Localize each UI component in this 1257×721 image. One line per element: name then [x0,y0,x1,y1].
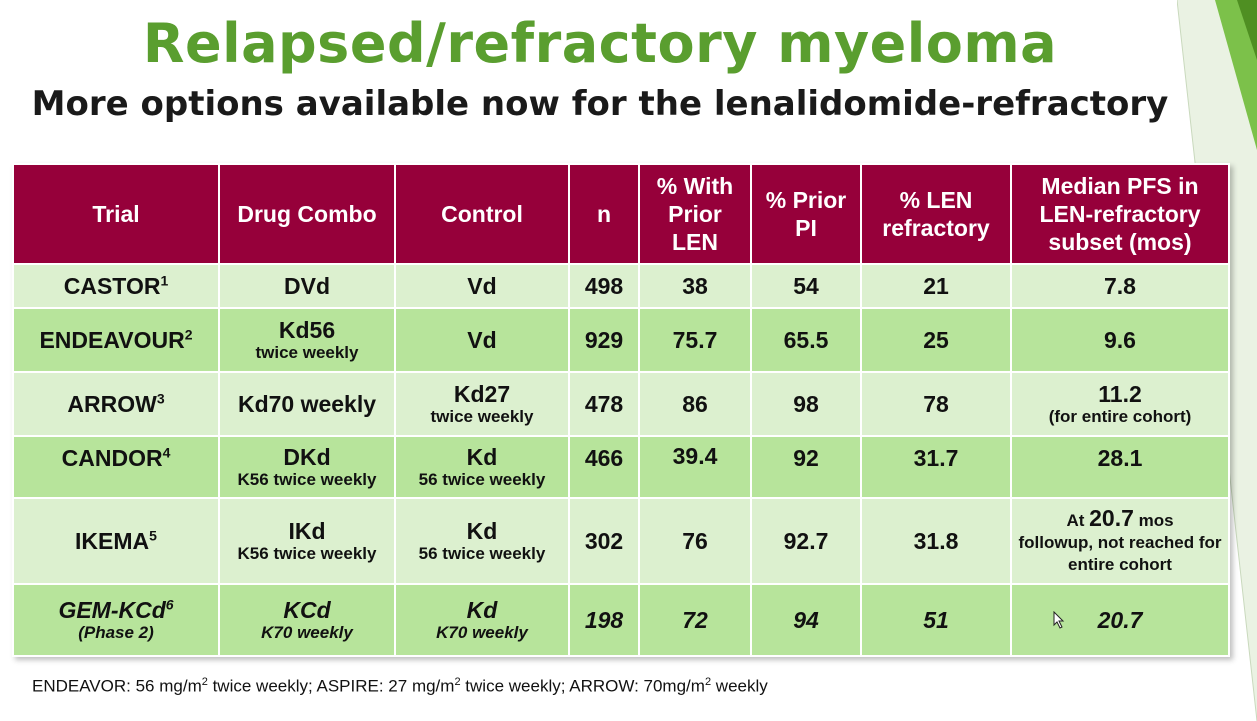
n-cell: 498 [568,263,640,309]
prior-pi-cell: 65.5 [750,307,862,373]
prior-len-cell: 39.4 [638,435,752,499]
table-row: CASTOR1 DVd Vd 498 38 54 21 7.8 [12,263,1230,309]
pfs-cell: 11.2 (for entire cohort) [1010,371,1230,437]
prior-len-cell: 76 [638,497,752,585]
pfs-cell: 20.7 [1010,583,1230,657]
table-row: GEM-KCd6 (Phase 2) KCd K70 weekly Kd K70 we… [12,583,1230,657]
control-cell: Vd [394,263,570,309]
n-cell: 198 [568,583,640,657]
control-cell: Kd27 twice weekly [394,371,570,437]
len-refractory-cell: 78 [860,371,1012,437]
slide-title: Relapsed/refractory myeloma [142,12,1058,75]
len-refractory-cell: 25 [860,307,1012,373]
combo-cell: Kd70 weekly [218,371,396,437]
len-refractory-cell: 21 [860,263,1012,309]
control-cell: Kd 56 twice weekly [394,497,570,585]
combo-cell: IKd K56 twice weekly [218,497,396,585]
combo-cell: KCd K70 weekly [218,583,396,657]
prior-pi-cell: 94 [750,583,862,657]
prior-len-cell: 86 [638,371,752,437]
pfs-cell: 9.6 [1010,307,1230,373]
trial-cell: CANDOR4 [12,435,220,499]
len-refractory-cell: 31.7 [860,435,1012,499]
prior-len-cell: 75.7 [638,307,752,373]
mouse-pointer-icon [1053,611,1065,629]
slide-subtitle: More options available now for the lenal… [31,84,1169,124]
header-median-pfs: Median PFS in LEN-refractory subset (mos… [1010,163,1230,265]
prior-len-cell: 72 [638,583,752,657]
pfs-cell: 28.1 [1010,435,1230,499]
header-len-refractory: % LEN refractory [860,163,1012,265]
n-cell: 302 [568,497,640,585]
combo-cell: DVd [218,263,396,309]
len-refractory-cell: 51 [860,583,1012,657]
trial-cell: ENDEAVOUR2 [12,307,220,373]
prior-pi-cell: 98 [750,371,862,437]
pfs-cell: 7.8 [1010,263,1230,309]
len-refractory-cell: 31.8 [860,497,1012,585]
prior-pi-cell: 92.7 [750,497,862,585]
trial-cell: GEM-KCd6 (Phase 2) [12,583,220,657]
header-control: Control [394,163,570,265]
control-cell: Kd K70 weekly [394,583,570,657]
pfs-cell: At 20.7 mos followup, not reached for en… [1010,497,1230,585]
footnote: ENDEAVOR: 56 mg/m2 twice weekly; ASPIRE:… [32,676,768,696]
control-cell: Kd 56 twice weekly [394,435,570,499]
trial-cell: CASTOR1 [12,263,220,309]
table-row: CANDOR4 DKd K56 twice weekly Kd 56 twice w… [12,435,1230,499]
n-cell: 466 [568,435,640,499]
prior-pi-cell: 54 [750,263,862,309]
trial-cell: ARROW3 [12,371,220,437]
header-prior-len: % With Prior LEN [638,163,752,265]
trial-cell: IKEMA5 [12,497,220,585]
combo-cell: DKd K56 twice weekly [218,435,396,499]
table-row: ENDEAVOUR2 Kd56 twice weekly Vd 929 75.7 … [12,307,1230,373]
combo-cell: Kd56 twice weekly [218,307,396,373]
n-cell: 478 [568,371,640,437]
prior-len-cell: 38 [638,263,752,309]
n-cell: 929 [568,307,640,373]
header-drug-combo: Drug Combo [218,163,396,265]
header-prior-pi: % Prior PI [750,163,862,265]
control-cell: Vd [394,307,570,373]
header-trial: Trial [12,163,220,265]
prior-pi-cell: 92 [750,435,862,499]
header-n: n [568,163,640,265]
trials-table: Trial Drug Combo Control n % With Prior … [12,163,1230,657]
header-row: Trial Drug Combo Control n % With Prior … [12,163,1230,265]
table-row: IKEMA5 IKd K56 twice weekly Kd 56 twice we… [12,497,1230,585]
table-row: ARROW3 Kd70 weekly Kd27 twice weekly 478 … [12,371,1230,437]
